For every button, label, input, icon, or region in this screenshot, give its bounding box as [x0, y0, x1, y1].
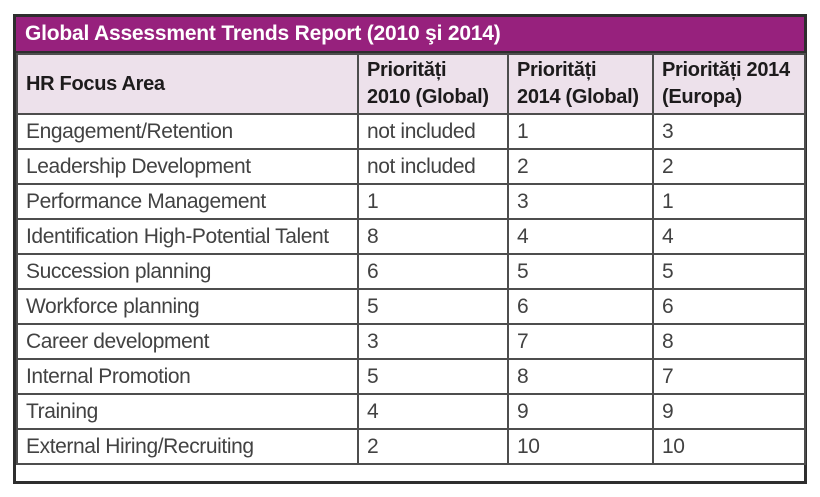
assessment-trends-report-table: Global Assessment Trends Report (2010 şi… [13, 14, 807, 484]
table-row: Engagement/Retention not included 1 3 [16, 113, 806, 150]
rank-2014-europe-cell: 10 [652, 428, 806, 465]
rank-2014-global-cell: 6 [507, 288, 654, 325]
rank-2010-global-cell: 5 [357, 288, 509, 325]
rank-2010-global-cell: 4 [357, 393, 509, 430]
rank-2014-global-cell: 3 [507, 183, 654, 220]
rank-2010-global-cell: 5 [357, 358, 509, 395]
focus-area-cell: Performance Management [16, 183, 359, 220]
rank-2014-global-cell: 5 [507, 253, 654, 290]
rank-2010-global-cell: not included [357, 148, 509, 185]
focus-area-cell: Leadership Development [16, 148, 359, 185]
table-row: Succession planning 6 5 5 [16, 253, 806, 290]
rank-2010-global-cell: 2 [357, 428, 509, 465]
table-row: Career development 3 7 8 [16, 323, 806, 360]
focus-area-cell: Succession planning [16, 253, 359, 290]
column-header-priorities-2010-global: Priorități 2010 (Global) [357, 53, 509, 115]
rank-2014-europe-cell: 1 [652, 183, 806, 220]
rank-2014-europe-cell: 2 [652, 148, 806, 185]
focus-area-cell: Workforce planning [16, 288, 359, 325]
table-row: Performance Management 1 3 1 [16, 183, 806, 220]
table-row: Workforce planning 5 6 6 [16, 288, 806, 325]
rank-2010-global-cell: 1 [357, 183, 509, 220]
focus-area-cell: Internal Promotion [16, 358, 359, 395]
column-header-priorities-2014-global: Priorități 2014 (Global) [507, 53, 654, 115]
rank-2014-europe-cell: 7 [652, 358, 806, 395]
focus-area-cell: Training [16, 393, 359, 430]
rank-2014-europe-cell: 5 [652, 253, 806, 290]
table-header-row: HR Focus Area Priorități 2010 (Global) P… [16, 53, 806, 115]
focus-area-cell: Engagement/Retention [16, 113, 359, 150]
report-title-bar: Global Assessment Trends Report (2010 şi… [16, 17, 804, 53]
table-row: Internal Promotion 5 8 7 [16, 358, 806, 395]
rank-2010-global-cell: 3 [357, 323, 509, 360]
table-row: External Hiring/Recruiting 2 10 10 [16, 428, 806, 465]
rank-2014-global-cell: 7 [507, 323, 654, 360]
rank-2014-global-cell: 8 [507, 358, 654, 395]
focus-area-cell: External Hiring/Recruiting [16, 428, 359, 465]
report-title: Global Assessment Trends Report (2010 şi… [25, 22, 501, 45]
table-row: Identification High-Potential Talent 8 4… [16, 218, 806, 255]
rank-2014-global-cell: 10 [507, 428, 654, 465]
rank-2014-europe-cell: 6 [652, 288, 806, 325]
hr-focus-area-table: HR Focus Area Priorități 2010 (Global) P… [16, 53, 806, 465]
rank-2014-europe-cell: 9 [652, 393, 806, 430]
rank-2014-global-cell: 9 [507, 393, 654, 430]
table-row: Training 4 9 9 [16, 393, 806, 430]
table-row: Leadership Development not included 2 2 [16, 148, 806, 185]
rank-2014-europe-cell: 4 [652, 218, 806, 255]
focus-area-cell: Career development [16, 323, 359, 360]
rank-2014-global-cell: 1 [507, 113, 654, 150]
rank-2010-global-cell: 6 [357, 253, 509, 290]
rank-2014-global-cell: 2 [507, 148, 654, 185]
rank-2010-global-cell: 8 [357, 218, 509, 255]
rank-2014-global-cell: 4 [507, 218, 654, 255]
rank-2014-europe-cell: 3 [652, 113, 806, 150]
rank-2014-europe-cell: 8 [652, 323, 806, 360]
column-header-hr-focus-area: HR Focus Area [16, 53, 359, 115]
focus-area-cell: Identification High-Potential Talent [16, 218, 359, 255]
rank-2010-global-cell: not included [357, 113, 509, 150]
column-header-priorities-2014-europe: Priorități 2014 (Europa) [652, 53, 806, 115]
